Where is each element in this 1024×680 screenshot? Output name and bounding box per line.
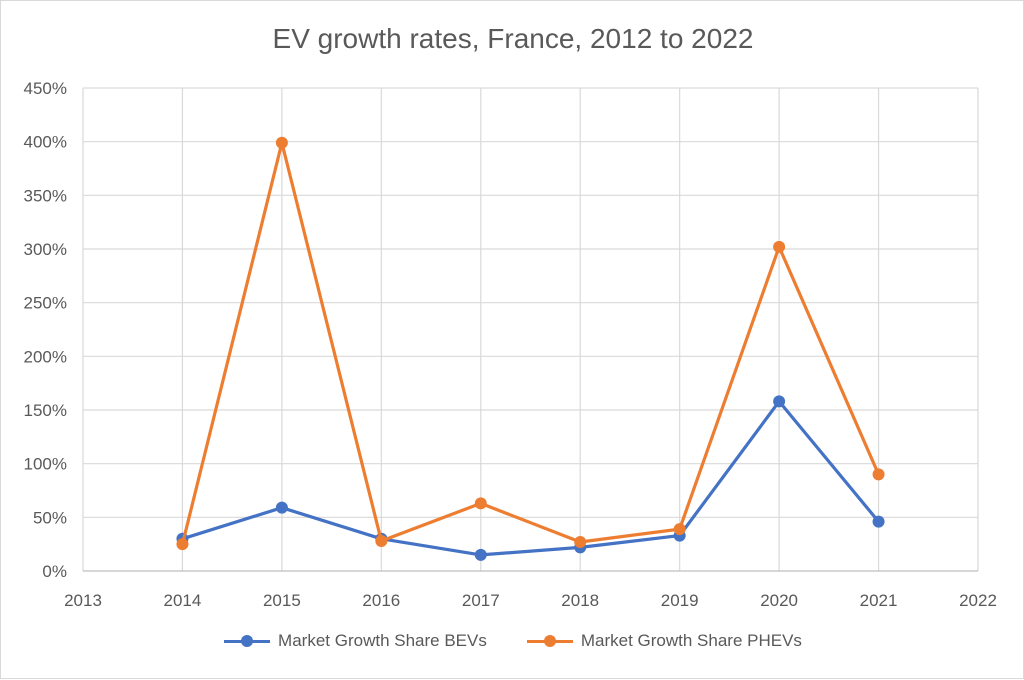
data-point-series-1-2017 [474,497,487,510]
legend-label-bevs: Market Growth Share BEVs [278,631,487,650]
x-tick-label: 2014 [164,591,202,610]
y-tick-label: 150% [24,401,67,420]
series-line-0 [180,399,881,557]
data-point-series-0-2020 [773,395,786,408]
data-point-series-0-2015 [275,501,288,514]
data-point-series-1-2020 [773,240,786,253]
data-point-series-0-2021 [872,515,885,528]
data-point-series-1-2019 [673,523,686,536]
x-tick-label: 2018 [561,591,599,610]
legend-marker-phevs [543,635,556,647]
x-tick-label: 2020 [760,591,798,610]
y-tick-label: 50% [33,508,67,527]
data-point-series-1-2015 [275,136,288,149]
x-tick-label: 2013 [64,591,102,610]
legend: Market Growth Share BEVs Market Growth S… [1,631,1024,651]
legend-marker-bevs [241,635,254,647]
x-tick-label: 2017 [462,591,500,610]
legend-swatch-bevs [224,634,271,648]
series-line-1 [180,141,881,546]
x-tick-label: 2015 [263,591,301,610]
data-point-series-0-2017 [474,548,487,561]
legend-item-phevs: Market Growth Share PHEVs [526,631,802,651]
y-tick-label: 250% [24,294,67,313]
chart-title: EV growth rates, France, 2012 to 2022 [272,23,754,54]
x-tick-label: 2021 [860,591,898,610]
legend-swatch-phevs [526,634,573,648]
y-tick-label: 300% [24,240,67,259]
data-point-series-1-2014 [176,538,189,551]
x-tick-label: 2019 [661,591,699,610]
legend-item-bevs: Market Growth Share BEVs [224,631,487,651]
y-tick-label: 100% [24,455,67,474]
x-tick-label: 2022 [959,591,997,610]
data-point-series-1-2018 [574,536,587,549]
y-tick-label: 400% [24,133,67,152]
legend-label-phevs: Market Growth Share PHEVs [580,631,802,650]
y-tick-label: 0% [42,562,67,581]
data-point-series-1-2016 [375,534,388,547]
y-tick-label: 350% [24,186,67,205]
data-point-series-1-2021 [872,468,885,481]
y-tick-label: 450% [24,79,67,98]
y-tick-label: 200% [24,347,67,366]
x-tick-label: 2016 [362,591,400,610]
